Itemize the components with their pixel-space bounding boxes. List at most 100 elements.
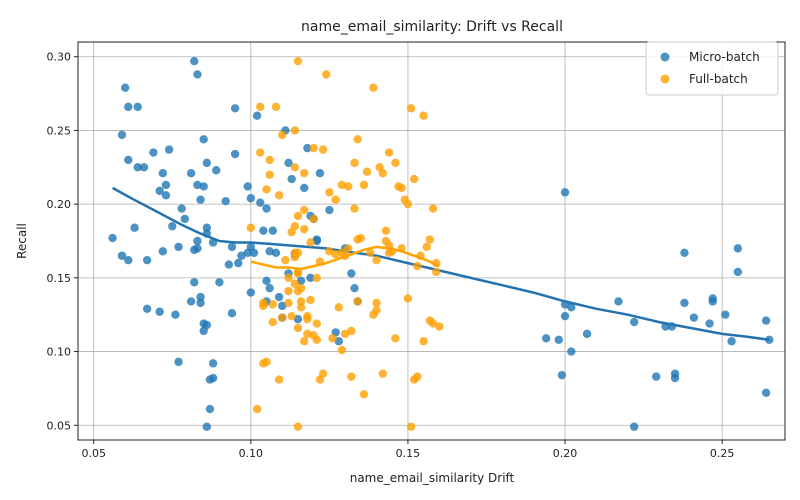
point-full-batch bbox=[359, 180, 369, 190]
point-micro-batch bbox=[174, 242, 183, 252]
point-micro-batch bbox=[293, 314, 303, 324]
point-micro-batch bbox=[278, 301, 287, 311]
x-axis-label: name_email_similarity Drift bbox=[350, 471, 515, 485]
point-micro-batch bbox=[262, 276, 271, 285]
point-micro-batch bbox=[614, 297, 623, 306]
point-full-batch bbox=[300, 205, 309, 215]
point-full-batch bbox=[303, 311, 312, 321]
point-full-batch bbox=[334, 303, 344, 312]
point-full-batch bbox=[372, 306, 381, 315]
legend-label-full-batch: Full-batch bbox=[689, 72, 748, 86]
point-micro-batch bbox=[582, 329, 592, 339]
point-micro-batch bbox=[567, 347, 576, 356]
point-micro-batch bbox=[190, 278, 199, 287]
point-full-batch bbox=[350, 158, 359, 168]
point-micro-batch bbox=[670, 373, 680, 383]
point-micro-batch bbox=[629, 317, 639, 327]
point-micro-batch bbox=[193, 244, 202, 253]
point-full-batch bbox=[322, 70, 331, 79]
point-full-batch bbox=[328, 334, 337, 343]
point-micro-batch bbox=[174, 357, 183, 367]
point-full-batch bbox=[309, 214, 318, 224]
point-full-batch bbox=[337, 345, 347, 355]
point-micro-batch bbox=[155, 186, 164, 196]
point-micro-batch bbox=[224, 260, 234, 269]
point-full-batch bbox=[372, 255, 381, 265]
point-micro-batch bbox=[158, 168, 168, 178]
point-micro-batch bbox=[705, 319, 714, 328]
point-micro-batch bbox=[158, 247, 168, 256]
point-full-batch bbox=[325, 188, 334, 197]
point-micro-batch bbox=[133, 102, 142, 112]
point-full-batch bbox=[290, 163, 300, 172]
point-full-batch bbox=[274, 191, 284, 200]
point-micro-batch bbox=[117, 130, 127, 140]
point-micro-batch bbox=[312, 236, 322, 246]
point-micro-batch bbox=[212, 166, 221, 175]
point-full-batch bbox=[397, 183, 406, 193]
point-full-batch bbox=[296, 283, 306, 293]
x-tick-label: 0.05 bbox=[81, 447, 106, 460]
point-full-batch bbox=[309, 143, 318, 153]
point-micro-batch bbox=[315, 168, 325, 178]
point-micro-batch bbox=[205, 404, 215, 414]
point-full-batch bbox=[256, 148, 265, 157]
point-micro-batch bbox=[149, 148, 158, 157]
point-micro-batch bbox=[202, 223, 212, 232]
point-micro-batch bbox=[350, 283, 359, 293]
point-full-batch bbox=[284, 273, 293, 283]
point-micro-batch bbox=[629, 422, 639, 431]
point-micro-batch bbox=[761, 316, 771, 325]
point-full-batch bbox=[344, 244, 353, 253]
point-micro-batch bbox=[284, 158, 293, 168]
point-full-batch bbox=[331, 195, 340, 204]
point-micro-batch bbox=[130, 223, 139, 232]
point-full-batch bbox=[337, 180, 347, 190]
point-full-batch bbox=[252, 404, 262, 414]
point-micro-batch bbox=[680, 248, 689, 257]
point-micro-batch bbox=[651, 372, 661, 381]
point-full-batch bbox=[356, 233, 365, 243]
point-micro-batch bbox=[268, 226, 278, 235]
point-micro-batch bbox=[325, 205, 334, 215]
point-full-batch bbox=[353, 297, 362, 306]
point-micro-batch bbox=[265, 283, 274, 293]
chart-title: name_email_similarity: Drift vs Recall bbox=[301, 19, 563, 35]
point-micro-batch bbox=[334, 337, 344, 346]
x-tick-label: 0.10 bbox=[239, 447, 264, 460]
point-full-batch bbox=[388, 247, 397, 256]
point-full-batch bbox=[432, 258, 441, 268]
point-micro-batch bbox=[262, 204, 271, 213]
point-full-batch bbox=[293, 323, 303, 333]
point-full-batch bbox=[325, 247, 334, 256]
point-full-batch bbox=[391, 158, 400, 168]
legend-box bbox=[645, 41, 779, 96]
point-micro-batch bbox=[541, 334, 551, 343]
point-micro-batch bbox=[202, 229, 212, 238]
point-micro-batch bbox=[265, 247, 274, 256]
point-micro-batch bbox=[196, 292, 205, 302]
point-micro-batch bbox=[117, 251, 127, 260]
y-tick-label: 0.10 bbox=[47, 346, 72, 359]
y-tick-label: 0.05 bbox=[47, 419, 72, 432]
point-full-batch bbox=[290, 126, 300, 135]
point-micro-batch bbox=[142, 304, 152, 314]
point-full-batch bbox=[413, 372, 422, 381]
point-micro-batch bbox=[733, 244, 743, 253]
point-full-batch bbox=[303, 329, 312, 339]
point-full-batch bbox=[340, 251, 350, 260]
point-micro-batch bbox=[560, 188, 570, 197]
point-micro-batch bbox=[560, 300, 570, 309]
point-micro-batch bbox=[296, 276, 306, 285]
point-micro-batch bbox=[190, 56, 199, 66]
point-full-batch bbox=[378, 168, 387, 178]
point-full-batch bbox=[296, 303, 306, 312]
point-micro-batch bbox=[347, 269, 356, 278]
point-micro-batch bbox=[120, 83, 130, 92]
point-full-batch bbox=[306, 295, 315, 305]
point-micro-batch bbox=[142, 255, 152, 265]
point-micro-batch bbox=[271, 248, 281, 257]
point-full-batch bbox=[290, 222, 300, 231]
point-full-batch bbox=[416, 251, 425, 260]
point-micro-batch bbox=[202, 422, 212, 431]
